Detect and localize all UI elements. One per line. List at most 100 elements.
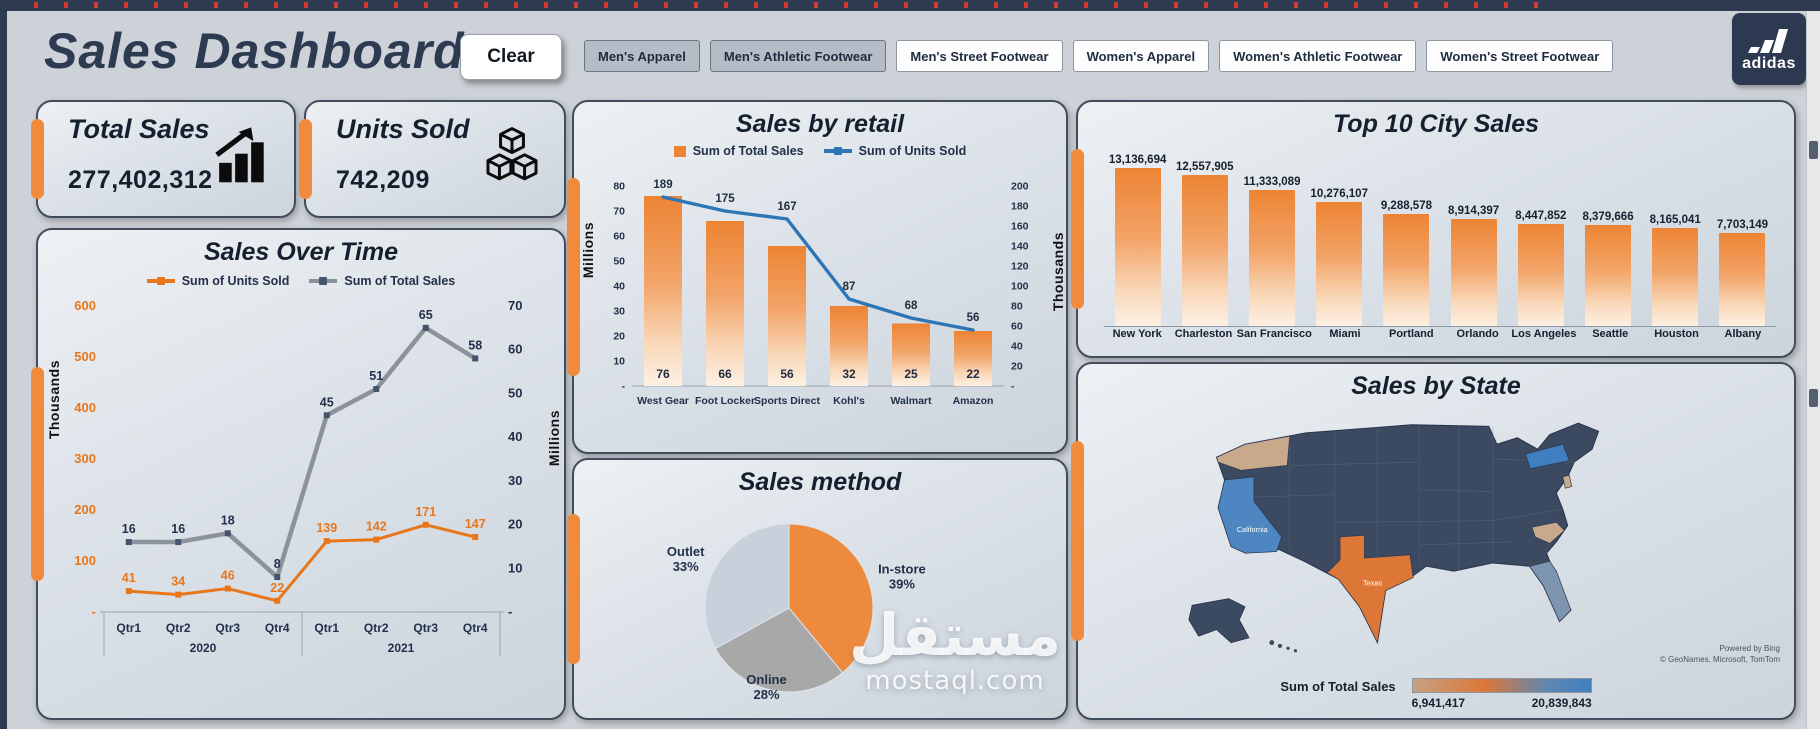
state-alaska: [1188, 598, 1250, 644]
city-label: Miami: [1329, 328, 1361, 340]
city-bar: [1181, 175, 1228, 326]
adidas-logo-icon: [1748, 28, 1788, 53]
state-florida: [1528, 560, 1572, 623]
svg-text:16: 16: [171, 522, 185, 536]
svg-text:160: 160: [1011, 221, 1029, 233]
scrollbar-thumb[interactable]: [1809, 141, 1818, 159]
accent-bar: [567, 514, 580, 664]
sales-by-retail-title: Sales by retail: [735, 110, 905, 138]
city-label: Los Angeles: [1511, 328, 1577, 340]
accent-bar: [1071, 149, 1084, 309]
svg-text:Qtr3: Qtr3: [413, 621, 438, 635]
svg-text:10: 10: [613, 356, 625, 368]
svg-text:34: 34: [171, 575, 185, 589]
svg-text:20: 20: [613, 331, 625, 343]
svg-text:56: 56: [780, 367, 794, 381]
gradient-bar: [1411, 678, 1592, 693]
svg-text:60: 60: [508, 342, 522, 357]
svg-text:30: 30: [508, 473, 522, 488]
city-value-label: 10,276,107: [1310, 188, 1368, 200]
svg-text:76: 76: [656, 367, 670, 381]
pie-label: Online 28%: [746, 672, 786, 702]
svg-text:Qtr2: Qtr2: [364, 621, 389, 635]
state-label: Texas: [1363, 579, 1382, 588]
city-value-label: 9,288,578: [1380, 200, 1432, 212]
sales-over-time-title: Sales Over Time: [203, 238, 399, 266]
city-column: 13,136,694: [1104, 154, 1171, 326]
svg-text:100: 100: [74, 553, 96, 568]
sot-series: 41 34 46 22 139 142 171 147: [122, 505, 486, 604]
svg-text:87: 87: [843, 281, 856, 293]
clear-button[interactable]: Clear: [460, 34, 562, 80]
svg-text:68: 68: [905, 300, 918, 312]
slicer-men-s-athletic-footwear[interactable]: Men's Athletic Footwear: [709, 40, 887, 72]
sales-over-time-chart: 600 500 400 300 200 100 - 70 60 50 40 30 20 10 - Qtr1 Qt…: [74, 298, 522, 656]
svg-text:142: 142: [366, 520, 387, 534]
svg-text:120: 120: [1011, 261, 1029, 273]
slicer-women-s-athletic-footwear[interactable]: Women's Athletic Footwear: [1219, 40, 1417, 72]
svg-text:80: 80: [613, 181, 625, 193]
city-value-label: 11,333,089: [1243, 176, 1301, 188]
state-new-jersey: [1562, 474, 1573, 489]
scrollbar-thumb[interactable]: [1809, 389, 1818, 407]
svg-text:58: 58: [468, 338, 482, 352]
svg-text:-: -: [92, 604, 96, 619]
svg-text:18: 18: [221, 513, 235, 527]
svg-text:32: 32: [842, 367, 856, 381]
top-10-city-sales-card: Top 10 City Sales 13,136,694 12,557,905 11…: [1071, 100, 1796, 358]
sales-over-time-card: Sales Over Time Sum of Units Sold Sum of …: [31, 228, 566, 720]
sales-by-retail-card: Sales by retail Sum of Total Sales Sum of…: [567, 100, 1068, 454]
city-bar: [1249, 190, 1295, 326]
sales-by-state-title: Sales by State: [1351, 372, 1521, 400]
state-hawaii: [1269, 640, 1297, 653]
city-value-label: 8,165,041: [1649, 214, 1701, 226]
city-label: Seattle: [1592, 328, 1629, 340]
units-sold-card: Units Sold 742,209: [299, 100, 566, 218]
legend-item: Sum of Units Sold: [146, 274, 289, 288]
map-legend-gradient: 6,941,417 20,839,843: [1411, 678, 1592, 710]
svg-text:65: 65: [419, 308, 433, 322]
map-attribution-line: Powered by Bing: [1719, 644, 1780, 654]
pie-slice-in-store: [788, 523, 874, 674]
slicer-women-s-street-footwear[interactable]: Women's Street Footwear: [1426, 40, 1614, 72]
city-column: 10,276,107: [1306, 188, 1373, 326]
svg-text:200: 200: [1011, 181, 1029, 193]
svg-text:100: 100: [1011, 281, 1029, 293]
city-column: 11,333,089: [1238, 176, 1305, 326]
svg-text:167: 167: [777, 201, 796, 213]
sales-method-title: Sales method: [738, 468, 902, 496]
slicer-men-s-apparel[interactable]: Men's Apparel: [584, 40, 700, 72]
adidas-wordmark: adidas: [1742, 54, 1796, 72]
bar-chart-icon: [215, 127, 264, 183]
svg-text:40: 40: [1011, 341, 1023, 353]
sales-by-state-card: Sales by State California Texas Powered b…: [1071, 362, 1796, 720]
svg-text:139: 139: [316, 521, 337, 535]
svg-text:600: 600: [74, 298, 96, 313]
state-south-carolina: [1531, 521, 1565, 544]
accent-bar: [1071, 441, 1084, 641]
svg-text:70: 70: [613, 206, 625, 218]
svg-text:-: -: [1011, 381, 1015, 393]
pie-slice-outlet: [704, 523, 790, 650]
slicer-men-s-street-footwear[interactable]: Men's Street Footwear: [896, 40, 1063, 72]
city-label: Albany: [1724, 328, 1762, 340]
svg-text:66: 66: [718, 367, 732, 381]
svg-text:180: 180: [1011, 201, 1029, 213]
svg-text:20: 20: [508, 517, 522, 532]
sales-over-time-legend: Sum of Units Sold Sum of Total Sales: [38, 274, 564, 288]
scrollbar[interactable]: [1806, 11, 1820, 729]
slicer-women-s-apparel[interactable]: Women's Apparel: [1072, 40, 1210, 72]
svg-text:147: 147: [465, 517, 486, 531]
retail-bars: 76 66 56 32 25 22: [644, 196, 992, 386]
sales-method-card: Sales method In-store 39% Online 28% Outlet 3…: [567, 458, 1068, 720]
total-sales-title: Total Sales: [68, 114, 210, 144]
accent-bar: [31, 367, 44, 581]
us-map: California Texas: [1188, 422, 1600, 653]
units-sold-title: Units Sold: [336, 114, 470, 144]
map-attribution-line: © GeoNames, Microsoft, TomTom: [1660, 655, 1780, 665]
svg-text:Qtr1: Qtr1: [116, 621, 141, 635]
svg-text:400: 400: [74, 400, 96, 415]
city-label: Portland: [1388, 328, 1434, 340]
svg-text:50: 50: [508, 385, 522, 400]
sot-series: 16 16 18 8 45 51 65 58: [122, 308, 482, 581]
